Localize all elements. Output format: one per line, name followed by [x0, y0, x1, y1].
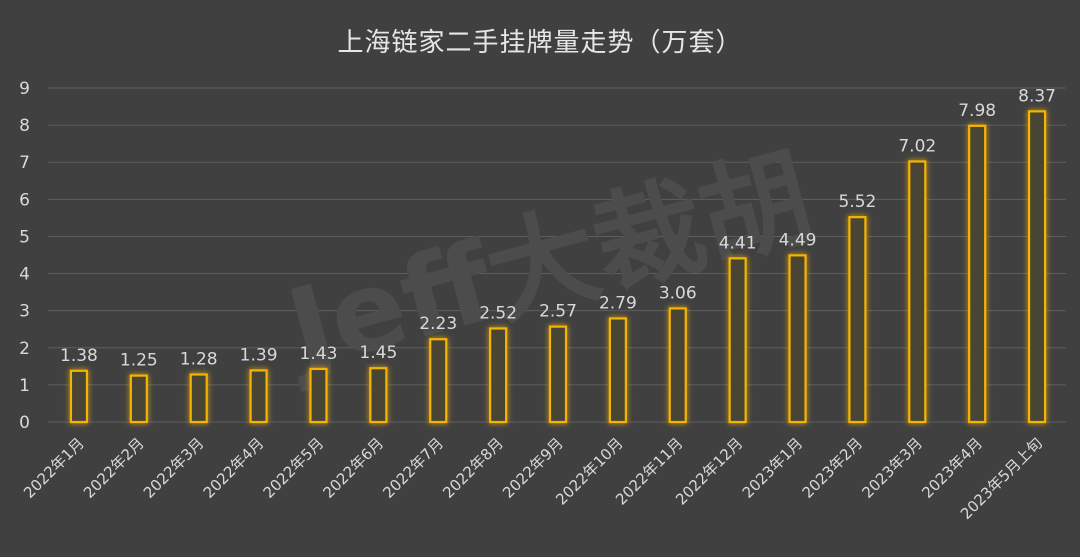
x-tick-label: 2022年3月 [140, 434, 208, 502]
bar [548, 325, 568, 424]
data-label: 1.28 [180, 349, 218, 369]
data-label: 8.37 [1018, 86, 1056, 106]
x-tick-label: 2023年3月 [858, 434, 926, 502]
y-tick-label: 9 [19, 79, 30, 99]
data-label: 1.39 [240, 345, 278, 365]
data-label: 1.25 [120, 351, 158, 371]
y-tick-label: 5 [19, 227, 30, 247]
y-tick-label: 7 [19, 153, 30, 173]
y-tick-label: 2 [19, 339, 30, 359]
bar [429, 338, 448, 424]
y-tick-label: 3 [19, 302, 30, 322]
data-label: 5.52 [838, 192, 876, 212]
y-tick-label: 0 [19, 413, 30, 433]
bar [968, 124, 987, 424]
data-label: 4.41 [719, 233, 757, 253]
bar [189, 373, 208, 424]
x-tick-label: 2022年1月 [20, 434, 88, 502]
bar [309, 367, 328, 424]
y-tick-label: 6 [19, 190, 30, 210]
bar [1027, 110, 1047, 424]
x-tick-label: 2022年4月 [200, 434, 268, 502]
bars [69, 110, 1047, 424]
data-label: 4.49 [779, 230, 817, 250]
x-tick-label: 2023年2月 [799, 434, 867, 502]
data-label: 2.23 [419, 314, 457, 334]
bar [249, 369, 268, 424]
data-label: 7.02 [898, 136, 936, 156]
data-label: 3.06 [659, 283, 697, 303]
x-axis-ticks: 2022年1月2022年2月2022年3月2022年4月2022年5月2022年… [20, 434, 1046, 523]
bar [908, 160, 927, 424]
chart-title: 上海链家二手挂牌量走势（万套） [337, 28, 743, 58]
data-label: 1.38 [60, 346, 98, 366]
bar [69, 369, 89, 424]
bar [608, 317, 627, 424]
x-tick-label: 2022年7月 [379, 434, 447, 502]
x-tick-label: 2022年2月 [80, 434, 148, 502]
bar [129, 374, 148, 424]
y-tick-label: 4 [19, 265, 30, 285]
x-tick-label: 2022年5月 [260, 434, 328, 502]
data-label: 7.98 [958, 101, 996, 121]
x-tick-label: 2023年1月 [739, 434, 807, 502]
y-tick-label: 1 [19, 376, 30, 396]
data-label: 1.43 [300, 344, 338, 364]
bar [489, 327, 508, 424]
bar [728, 257, 747, 424]
bar [788, 254, 807, 424]
bar [668, 307, 687, 424]
data-label: 2.57 [539, 302, 577, 322]
y-tick-label: 8 [19, 116, 30, 136]
x-tick-label: 2022年6月 [319, 434, 387, 502]
data-label: 2.79 [599, 293, 637, 313]
y-axis-ticks: 0 1 2 3 4 5 6 7 8 9 [19, 79, 30, 433]
data-labels: 1.38 1.25 1.28 1.39 1.43 1.45 2.23 2.52 2.57 2.79… [60, 86, 1056, 370]
data-label: 2.52 [479, 303, 517, 323]
bar [848, 216, 867, 424]
bar [369, 367, 388, 424]
data-label: 1.45 [359, 343, 397, 363]
x-tick-label: 2022年8月 [439, 434, 507, 502]
